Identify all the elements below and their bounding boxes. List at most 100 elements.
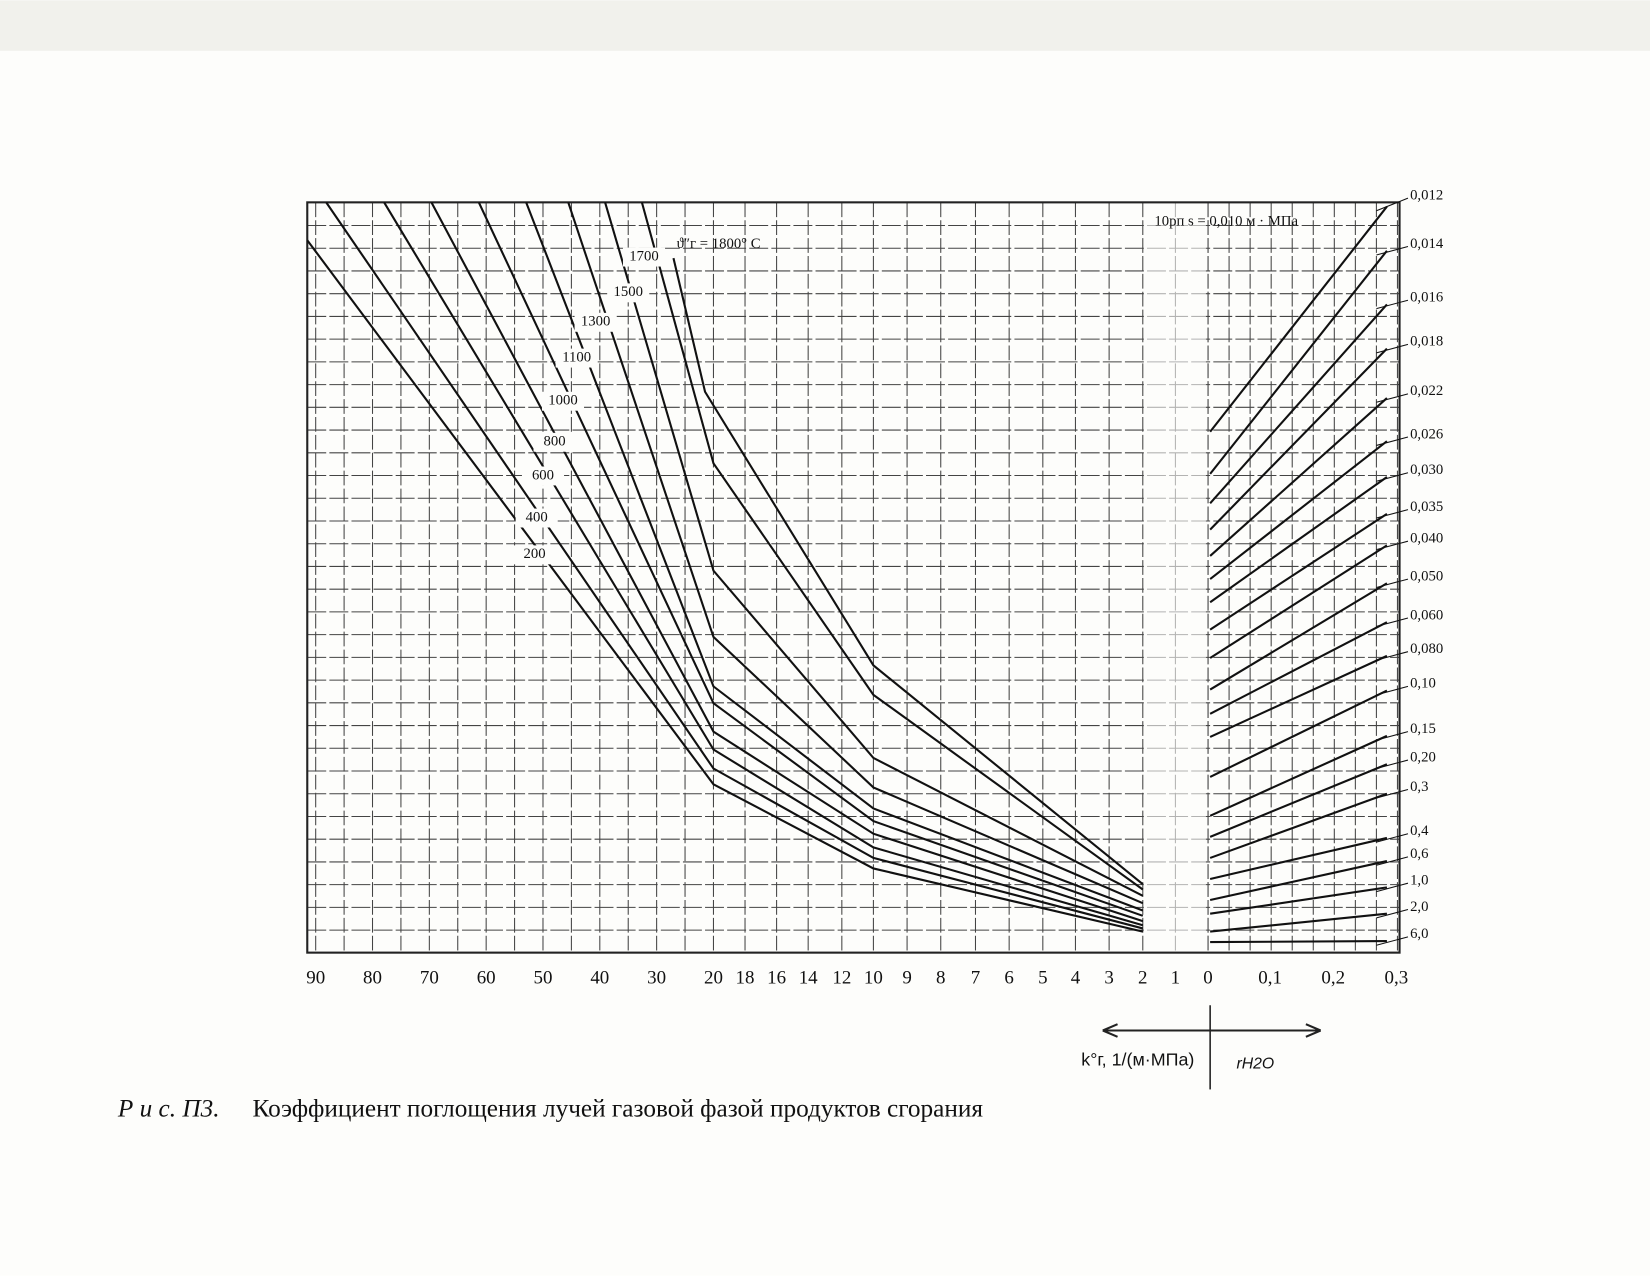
gap-band <box>1147 202 1206 953</box>
x-axis-right-label: rH2O <box>1236 1055 1274 1072</box>
temperature-curve <box>604 202 1144 897</box>
leader-line <box>1376 436 1409 446</box>
temperature-curve <box>430 201 1144 923</box>
x-tick-label: 30 <box>647 967 666 988</box>
temperature-curve-label: 400 <box>526 509 548 525</box>
pressure-curve-label: 0,080 <box>1410 641 1443 657</box>
pressure-line <box>1209 763 1388 838</box>
temperature-curve <box>525 201 1144 912</box>
pressure-line <box>1209 512 1388 631</box>
leader-line <box>1376 299 1409 310</box>
temperature-curve-label: 600 <box>532 467 554 483</box>
x-tick-label: 5 <box>1038 967 1047 988</box>
temperature-curve <box>567 202 1144 905</box>
leader-line <box>1376 908 1409 919</box>
x-tick-label: 0,1 <box>1258 967 1282 988</box>
pressure-line <box>1209 582 1388 691</box>
label-bg <box>541 391 585 411</box>
pressure-curve-label: 1,0 <box>1410 872 1428 888</box>
pressure-line <box>1209 250 1388 475</box>
pressure-line <box>1210 912 1388 933</box>
temperature-curve-label: 1100 <box>562 349 591 365</box>
leader-line <box>1376 472 1409 482</box>
x-tick-label: 6 <box>1004 967 1013 988</box>
leader-line <box>1376 509 1409 519</box>
temperature-curve-label: 1700 <box>629 248 658 264</box>
pressure-curve-label: 0,012 <box>1410 187 1443 203</box>
pressure-curve-label: 2,0 <box>1410 899 1428 915</box>
x-tick-label: 70 <box>420 967 439 988</box>
x-tick-label: 0 <box>1203 967 1212 988</box>
pressure-line <box>1209 621 1388 715</box>
pressure-line <box>1210 940 1387 944</box>
label-bg <box>607 283 650 303</box>
leader-line <box>1376 197 1409 212</box>
leader-line <box>1376 651 1409 661</box>
temperature-curve <box>325 201 1144 930</box>
leader-line <box>1376 540 1409 551</box>
x-tick-label: 8 <box>936 967 945 988</box>
leader-line <box>1376 343 1409 354</box>
x-tick-label: 3 <box>1104 967 1113 988</box>
pressure-curve-label: 0,040 <box>1410 530 1443 546</box>
pressure-curve-label: 6,0 <box>1410 926 1428 942</box>
leader-line <box>1376 856 1409 866</box>
pressure-curve-label: 0,035 <box>1410 499 1443 515</box>
label-bg <box>521 466 565 486</box>
temperature-curve <box>477 201 1144 917</box>
temperature-curve <box>306 239 1144 933</box>
leader-line <box>1376 393 1409 403</box>
label-bg <box>622 247 666 267</box>
x-tick-label: 9 <box>902 967 911 988</box>
pressure-curve-label: 0,060 <box>1410 607 1443 623</box>
x-tick-label: 50 <box>534 967 553 988</box>
x-tick-label: 16 <box>767 967 786 988</box>
x-tick-label: 40 <box>590 967 609 988</box>
pressure-line <box>1209 734 1388 817</box>
x-tick-label: 90 <box>306 967 325 988</box>
x-tick-label: 18 <box>736 967 755 988</box>
x-tick-label: 0,2 <box>1321 967 1345 988</box>
label-bg <box>515 508 558 528</box>
x-tick-label: 12 <box>832 967 851 988</box>
pressure-line <box>1209 689 1388 778</box>
caption-prefix: Р и с. П3. <box>117 1094 220 1122</box>
pressure-line <box>1209 303 1388 505</box>
header-note: 10pп s = 0,010 м · МПа <box>1154 214 1298 230</box>
temperature-curve <box>672 257 1144 886</box>
x-tick-label: 4 <box>1071 967 1081 988</box>
label-bg <box>555 348 598 368</box>
pressure-line <box>1209 440 1388 580</box>
label-bg <box>513 545 556 565</box>
temperature-curve-label: 800 <box>544 434 566 450</box>
pressure-line <box>1209 860 1388 902</box>
curves <box>306 197 1409 946</box>
label-bg <box>574 312 617 332</box>
pressure-curve-label: 0,15 <box>1410 721 1436 737</box>
pressure-curve-label: 0,026 <box>1410 426 1443 442</box>
pressure-curve-label: 0,3 <box>1410 779 1428 795</box>
pressure-curve-label: 0,4 <box>1410 823 1429 839</box>
leader-line <box>1376 246 1409 256</box>
temperature-curve-label: 1500 <box>614 284 643 300</box>
labels: 200400600800100011001300150017000,0120,0… <box>306 187 1444 988</box>
pressure-line <box>1209 397 1388 557</box>
temperature-curve-label: 200 <box>524 546 546 562</box>
leader-line <box>1376 936 1409 946</box>
label-bg <box>533 432 576 452</box>
pressure-curve-label: 0,030 <box>1410 462 1443 478</box>
temperature-label: ϑ″г = 1800° С <box>677 236 761 252</box>
pressure-curve-label: 0,014 <box>1410 236 1444 252</box>
pressure-curve-label: 0,022 <box>1410 383 1443 399</box>
temperature-curve <box>640 202 1144 891</box>
x-tick-label: 10 <box>864 967 883 988</box>
x-tick-label: 14 <box>799 967 818 988</box>
leader-line <box>1376 759 1409 769</box>
x-tick-label: 20 <box>704 967 723 988</box>
caption-text: Коэффициент поглощения лучей газовой фаз… <box>253 1094 984 1122</box>
x-tick-label: 0,3 <box>1385 967 1409 988</box>
leader-line <box>1376 882 1409 893</box>
plot-frame <box>306 201 1401 954</box>
